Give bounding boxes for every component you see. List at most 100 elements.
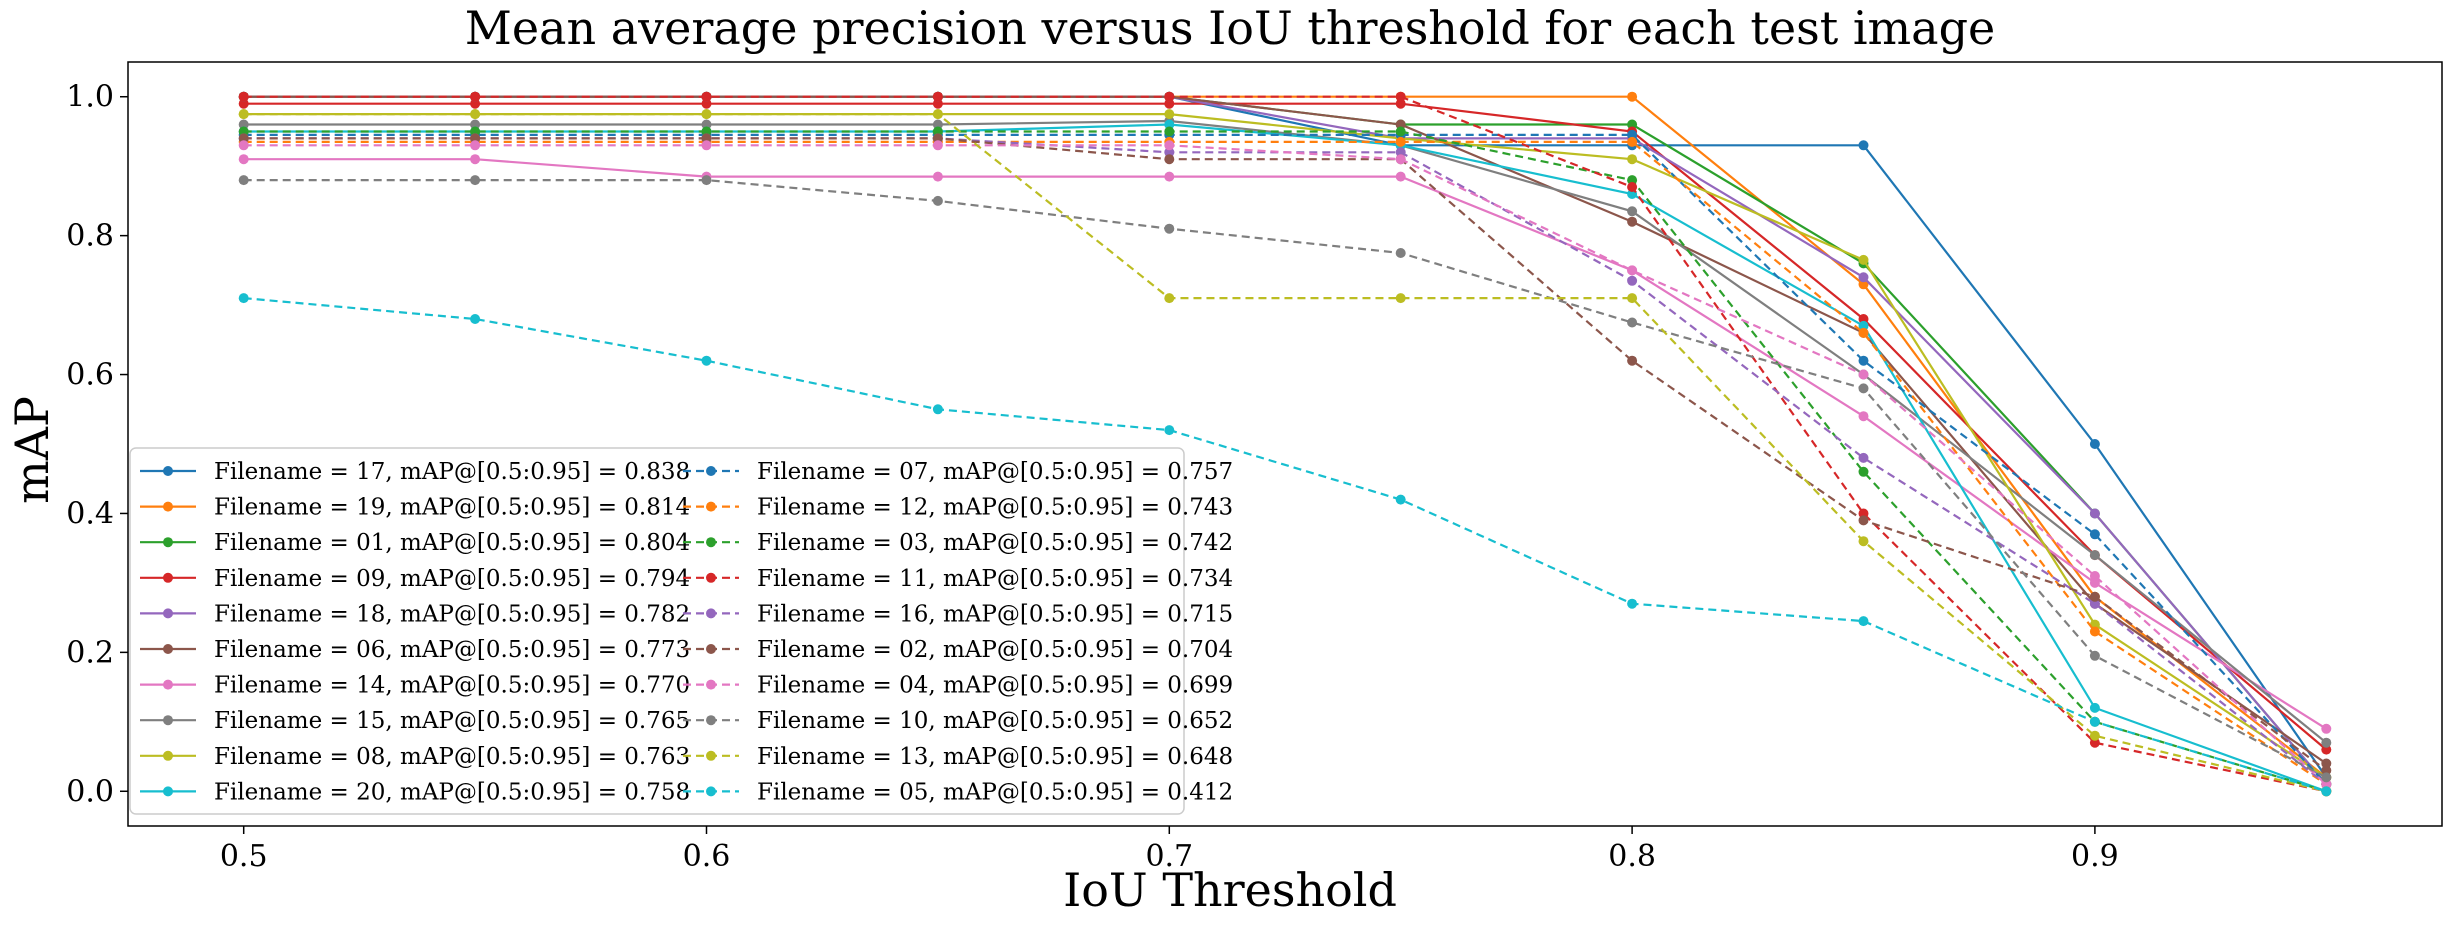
series-7 — [238, 154, 2332, 734]
legend-swatch-marker — [706, 501, 716, 512]
data-point — [932, 109, 943, 120]
series-14 — [238, 91, 2332, 797]
data-point — [470, 154, 481, 165]
data-point — [701, 98, 712, 109]
data-point — [1627, 136, 1638, 147]
data-point — [1395, 147, 1406, 158]
legend-entry: Filename = 02, mAP@[0.5:0.95] = 0.704 — [683, 637, 1233, 663]
data-point — [701, 91, 712, 102]
data-point — [470, 314, 481, 324]
data-point — [1164, 140, 1175, 151]
legend-entry: Filename = 11, mAP@[0.5:0.95] = 0.734 — [683, 566, 1233, 592]
data-point — [932, 140, 943, 151]
data-point — [2089, 626, 2100, 637]
y-tick-label: 0.8 — [66, 219, 114, 254]
legend-label: Filename = 17, mAP@[0.5:0.95] = 0.838 — [214, 459, 690, 485]
data-point — [238, 175, 249, 186]
x-tick-label: 0.9 — [2071, 839, 2119, 874]
data-point — [1395, 126, 1406, 137]
data-point — [1627, 119, 1638, 130]
legend-label: Filename = 01, mAP@[0.5:0.95] = 0.804 — [214, 530, 690, 556]
data-point — [2089, 439, 2100, 449]
series-20 — [238, 293, 2332, 797]
data-point — [470, 91, 481, 102]
data-point — [1395, 171, 1406, 182]
series-line — [243, 112, 2327, 779]
legend-swatch-marker — [706, 750, 716, 761]
data-point — [238, 133, 249, 144]
data-point — [701, 175, 712, 186]
data-point — [1627, 293, 1638, 304]
data-point — [932, 126, 943, 137]
data-point — [1395, 136, 1406, 147]
legend-entry: Filename = 03, mAP@[0.5:0.95] = 0.742 — [683, 530, 1233, 556]
legend-swatch-marker — [163, 501, 173, 512]
data-point — [2321, 744, 2332, 755]
legend-swatch-marker — [163, 786, 173, 797]
data-point — [2089, 591, 2100, 602]
legend-label: Filename = 03, mAP@[0.5:0.95] = 0.742 — [757, 530, 1233, 556]
y-axis-label: mAP — [5, 396, 59, 504]
data-point — [1858, 616, 1869, 627]
data-point — [1627, 355, 1638, 366]
data-point — [932, 119, 943, 130]
series-line — [243, 112, 2327, 793]
legend-entry: Filename = 15, mAP@[0.5:0.95] = 0.765 — [140, 708, 690, 734]
data-point — [701, 126, 712, 137]
data-point — [470, 126, 481, 137]
x-axis-label: IoU Threshold — [1063, 863, 1397, 917]
y-tick-label: 0.6 — [66, 358, 114, 393]
data-point — [1395, 98, 1406, 109]
data-point — [701, 119, 712, 130]
legend-swatch-marker — [163, 608, 173, 619]
data-point — [1164, 98, 1175, 109]
legend-entry: Filename = 18, mAP@[0.5:0.95] = 0.782 — [140, 601, 690, 627]
data-point — [1395, 154, 1406, 165]
data-point — [238, 154, 249, 165]
data-point — [2321, 786, 2332, 797]
legend-swatch-marker — [706, 608, 716, 619]
legend-swatch-marker — [163, 537, 173, 548]
legend-label: Filename = 19, mAP@[0.5:0.95] = 0.814 — [214, 495, 690, 521]
x-tick-label: 0.5 — [220, 839, 268, 874]
legend-swatch-marker — [163, 679, 173, 690]
series-line — [243, 297, 2327, 793]
data-point — [1627, 216, 1638, 227]
legend-label: Filename = 20, mAP@[0.5:0.95] = 0.758 — [214, 779, 690, 805]
data-point — [1164, 223, 1175, 234]
legend-swatch-marker — [163, 715, 173, 726]
legend-label: Filename = 06, mAP@[0.5:0.95] = 0.773 — [214, 637, 690, 663]
legend-entry: Filename = 12, mAP@[0.5:0.95] = 0.743 — [683, 495, 1233, 521]
legend-label: Filename = 07, mAP@[0.5:0.95] = 0.757 — [757, 459, 1233, 485]
legend-swatch-marker — [706, 466, 716, 476]
data-point — [2089, 529, 2100, 540]
plot-area — [238, 91, 2332, 797]
data-point — [1164, 293, 1175, 304]
data-point — [1858, 279, 1869, 290]
data-point — [2321, 765, 2332, 776]
data-point — [1164, 154, 1175, 165]
series-line — [243, 144, 2328, 786]
data-point — [238, 98, 249, 109]
legend-label: Filename = 16, mAP@[0.5:0.95] = 0.715 — [757, 601, 1233, 627]
data-point — [1627, 154, 1638, 165]
data-point — [1627, 129, 1638, 140]
legend-label: Filename = 15, mAP@[0.5:0.95] = 0.765 — [214, 708, 690, 734]
y-tick-label: 0.4 — [66, 496, 114, 531]
data-point — [1858, 411, 1869, 422]
data-point — [1164, 119, 1175, 130]
legend-entry: Filename = 01, mAP@[0.5:0.95] = 0.804 — [140, 530, 690, 556]
series-line — [243, 95, 2327, 765]
data-point — [2089, 730, 2100, 741]
series-line — [243, 130, 2327, 793]
data-point — [1858, 383, 1869, 394]
data-point — [1858, 140, 1869, 151]
data-point — [1395, 494, 1406, 505]
data-point — [2321, 758, 2332, 769]
data-point — [932, 195, 943, 206]
data-point — [238, 119, 249, 130]
data-point — [470, 109, 481, 120]
legend-swatch-marker — [163, 750, 173, 761]
data-point — [1164, 425, 1175, 436]
legend-swatch-marker — [706, 572, 716, 583]
